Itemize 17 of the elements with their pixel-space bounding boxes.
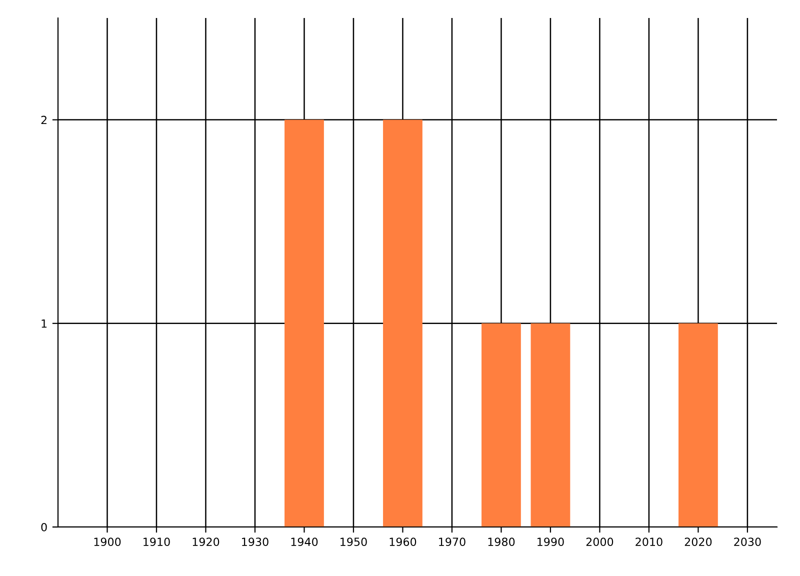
x-tick-label: 1910 <box>144 538 170 546</box>
x-tick-label: 2010 <box>636 538 662 546</box>
x-tick-label: 2000 <box>586 538 614 546</box>
x-tick-label: 1900 <box>94 538 121 546</box>
x-tick-label: 1960 <box>390 538 416 546</box>
x-tick-label: 1940 <box>291 538 318 546</box>
x-tick-label: 1980 <box>488 538 515 546</box>
x-tick-label: 1990 <box>538 538 564 546</box>
x-tick-label: 2030 <box>734 538 761 546</box>
x-tick-label: 1950 <box>340 538 367 546</box>
x-tick-label: 1920 <box>192 538 220 546</box>
x-tick-label: 1930 <box>242 538 268 546</box>
y-tick-label: 2 <box>41 116 46 124</box>
y-tick-label: 1 <box>42 320 47 328</box>
x-tick-label: 2020 <box>684 538 712 546</box>
x-tick-label: 1970 <box>439 538 466 546</box>
y-tick-label: 0 <box>41 522 47 532</box>
